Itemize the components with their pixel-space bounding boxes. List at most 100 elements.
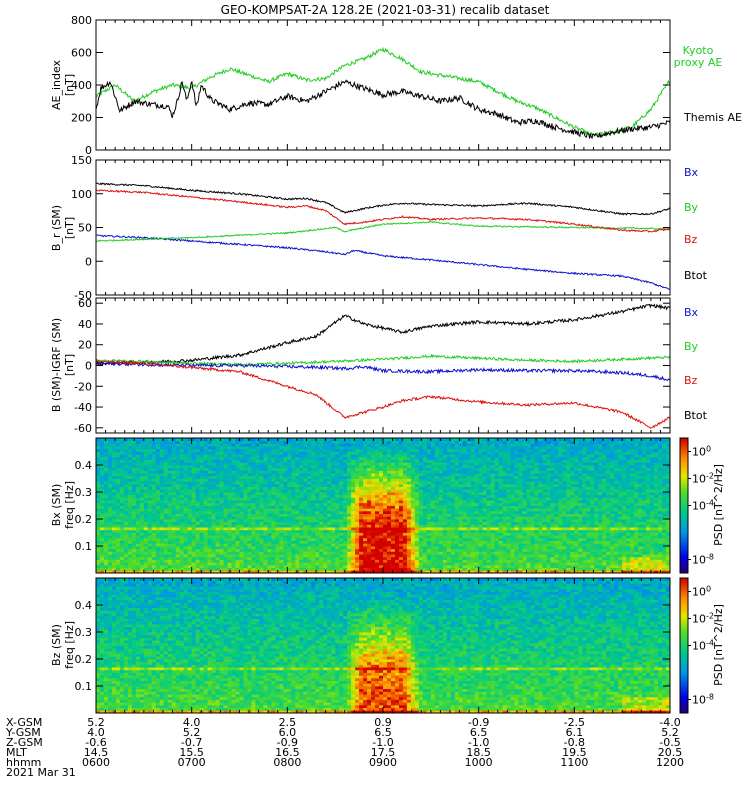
spectrogram-cell: [414, 570, 420, 574]
spectrogram-cell: [119, 440, 125, 444]
spectrogram-cell: [183, 489, 189, 493]
spectrogram-cell: [426, 497, 432, 501]
spectrogram-cell: [438, 540, 444, 544]
spectrogram-cell: [179, 513, 185, 517]
spectrogram-cell: [115, 456, 121, 460]
spectrogram-cell: [386, 524, 392, 528]
spectrogram-cell: [379, 537, 384, 541]
spectrogram-cell: [347, 527, 352, 531]
spectrogram-cell: [418, 440, 424, 444]
spectrogram-cell: [171, 492, 177, 496]
spectrogram-cell: [335, 516, 340, 520]
spectrogram-cell: [379, 524, 384, 528]
spectrogram-cell: [107, 446, 113, 450]
spectrogram-cell: [103, 500, 109, 504]
spectrogram-cell: [203, 527, 209, 531]
spectrogram-cell: [363, 554, 368, 558]
spectrogram-cell: [279, 554, 284, 558]
spectrogram-cell: [438, 546, 444, 550]
spectrogram-cell: [183, 543, 189, 547]
spectrogram-cell: [339, 556, 344, 560]
spectrogram-cell: [215, 521, 220, 525]
spectrogram-cell: [223, 478, 228, 482]
spectrogram-cell: [131, 440, 137, 444]
spectrogram-cell: [119, 446, 125, 450]
spectrogram-cell: [323, 554, 328, 558]
spectrogram-cell: [235, 540, 240, 544]
spectrogram-cell: [191, 467, 197, 471]
spectrogram-cell: [363, 546, 368, 550]
spectrogram-cell: [107, 473, 113, 477]
spectrogram-cell: [402, 440, 408, 444]
spectrogram-cell: [191, 551, 197, 555]
spectrogram-cell: [410, 489, 416, 493]
spectrogram-cell: [303, 508, 308, 512]
spectrogram-cell: [402, 508, 408, 512]
spectrogram-cell: [96, 443, 101, 447]
spectrogram-cell: [386, 494, 392, 498]
spectrogram-cell: [279, 519, 284, 523]
spectrogram-cell: [243, 489, 248, 493]
spectrogram-cell: [191, 548, 197, 552]
spectrogram-cell: [167, 554, 173, 558]
spectrogram-cell: [163, 529, 169, 533]
spectrogram-cell: [159, 564, 165, 568]
spectrogram-cell: [271, 540, 276, 544]
spectrogram-cell: [211, 529, 216, 533]
spectrogram-cell: [96, 475, 101, 479]
spectrogram-cell: [343, 465, 348, 469]
spectrogram-cell: [199, 454, 205, 458]
spectrogram-cell: [343, 486, 348, 490]
spectrogram-cell: [275, 556, 280, 560]
spectrogram-cell: [103, 478, 109, 482]
spectrogram-cell: [127, 564, 133, 568]
spectrogram-cell: [383, 443, 388, 447]
spectrogram-cell: [103, 567, 109, 571]
spectrogram-cell: [291, 470, 296, 474]
spectrogram-cell: [247, 459, 252, 463]
spectrogram-cell: [371, 467, 376, 471]
spectrogram-cell: [107, 467, 113, 471]
spectrogram-cell: [279, 537, 284, 541]
spectrogram-cell: [123, 554, 129, 558]
spectrogram-cell: [151, 475, 157, 479]
spectrogram-cell: [199, 505, 205, 509]
spectrogram-cell: [398, 564, 404, 568]
spectrogram-cell: [179, 510, 185, 514]
spectrogram-cell: [199, 500, 205, 504]
spectrogram-cell: [279, 448, 284, 452]
spectrogram-cell: [139, 473, 145, 477]
spectrogram-cell: [227, 494, 232, 498]
spectrogram-cell: [426, 532, 432, 536]
spectrogram-cell: [187, 546, 193, 550]
spectrogram-cell: [163, 564, 169, 568]
spectrogram-cell: [103, 443, 109, 447]
spectrogram-cell: [371, 516, 376, 520]
spectrogram-cell: [394, 554, 400, 558]
spectrogram-cell: [323, 527, 328, 531]
spectrogram-cell: [199, 516, 205, 520]
spectrogram-cell: [355, 532, 360, 536]
spectrogram-cell: [187, 448, 193, 452]
spectrogram-cell: [219, 451, 224, 455]
spectrogram-cell: [271, 486, 276, 490]
spectrogram-cell: [359, 497, 364, 501]
spectrogram-cell: [255, 513, 260, 517]
spectrogram-cell: [191, 554, 197, 558]
spectrogram-cell: [398, 519, 404, 523]
spectrogram-cell: [275, 537, 280, 541]
spectrogram-cell: [259, 570, 264, 574]
spectrogram-cell: [299, 508, 304, 512]
spectrogram-cell: [331, 567, 336, 571]
spectrogram-cell: [99, 478, 105, 482]
spectrogram-cell: [422, 492, 428, 496]
spectrogram-cell: [235, 481, 240, 485]
spectrogram-cell: [279, 570, 284, 574]
spectrogram-cell: [259, 475, 264, 479]
spectrogram-cell: [267, 519, 272, 523]
spectrogram-cell: [426, 508, 432, 512]
spectrogram-cell: [418, 521, 424, 525]
spectrogram-cell: [155, 505, 161, 509]
spectrogram-cell: [343, 497, 348, 501]
spectrogram-cell: [386, 513, 392, 517]
